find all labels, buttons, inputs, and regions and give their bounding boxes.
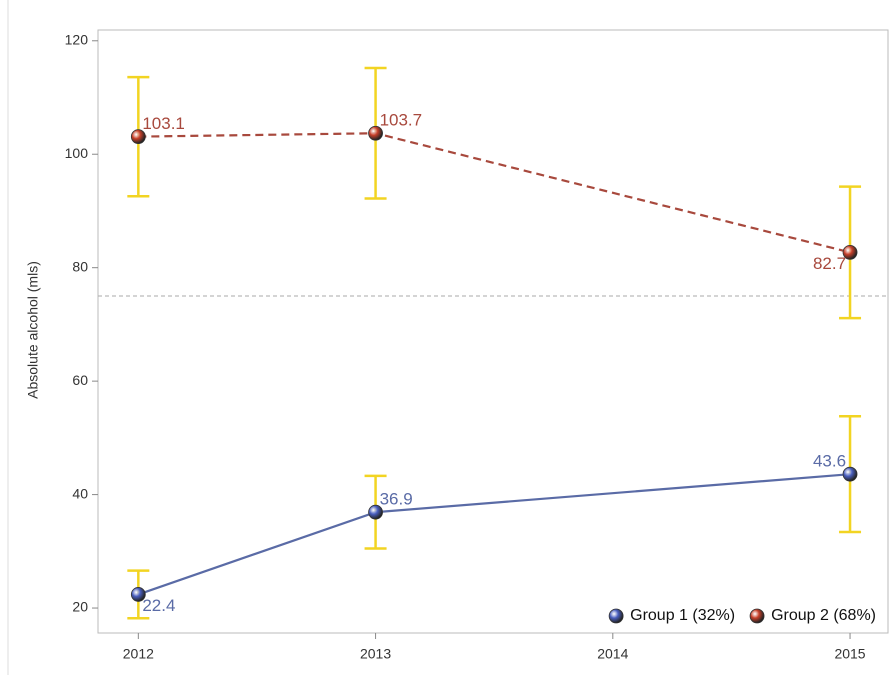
data-label: 43.6 xyxy=(813,452,846,471)
point xyxy=(368,125,383,141)
legend-label: Group 2 (68%) xyxy=(771,607,876,624)
point xyxy=(130,129,146,145)
point xyxy=(842,466,858,482)
data-label: 36.9 xyxy=(380,490,413,509)
x-tick-label: 2015 xyxy=(834,646,865,662)
legend-marker xyxy=(749,608,765,624)
data-label: 103.7 xyxy=(380,111,423,130)
point xyxy=(130,587,146,602)
point xyxy=(842,244,858,260)
y-tick-label: 60 xyxy=(72,372,88,388)
series-line xyxy=(138,132,851,254)
x-tick-label: 2013 xyxy=(360,646,391,662)
y-tick-label: 100 xyxy=(65,145,89,161)
y-tick-label: 80 xyxy=(72,258,88,274)
data-label: 22.4 xyxy=(142,596,175,615)
y-tick-label: 120 xyxy=(65,31,89,47)
y-tick-label: 40 xyxy=(72,485,88,501)
y-axis-label: Absolute alcohol (mls) xyxy=(25,261,41,399)
data-label: 82.7 xyxy=(813,254,846,273)
point xyxy=(368,504,383,520)
plot-frame xyxy=(97,29,889,634)
series-line xyxy=(137,473,851,596)
y-tick-label: 20 xyxy=(72,599,88,615)
x-tick-label: 2012 xyxy=(123,646,154,662)
legend-label: Group 1 (32%) xyxy=(630,607,735,624)
data-label: 103.1 xyxy=(142,114,185,133)
legend-marker xyxy=(608,608,624,624)
x-tick-label: 2014 xyxy=(597,646,628,662)
